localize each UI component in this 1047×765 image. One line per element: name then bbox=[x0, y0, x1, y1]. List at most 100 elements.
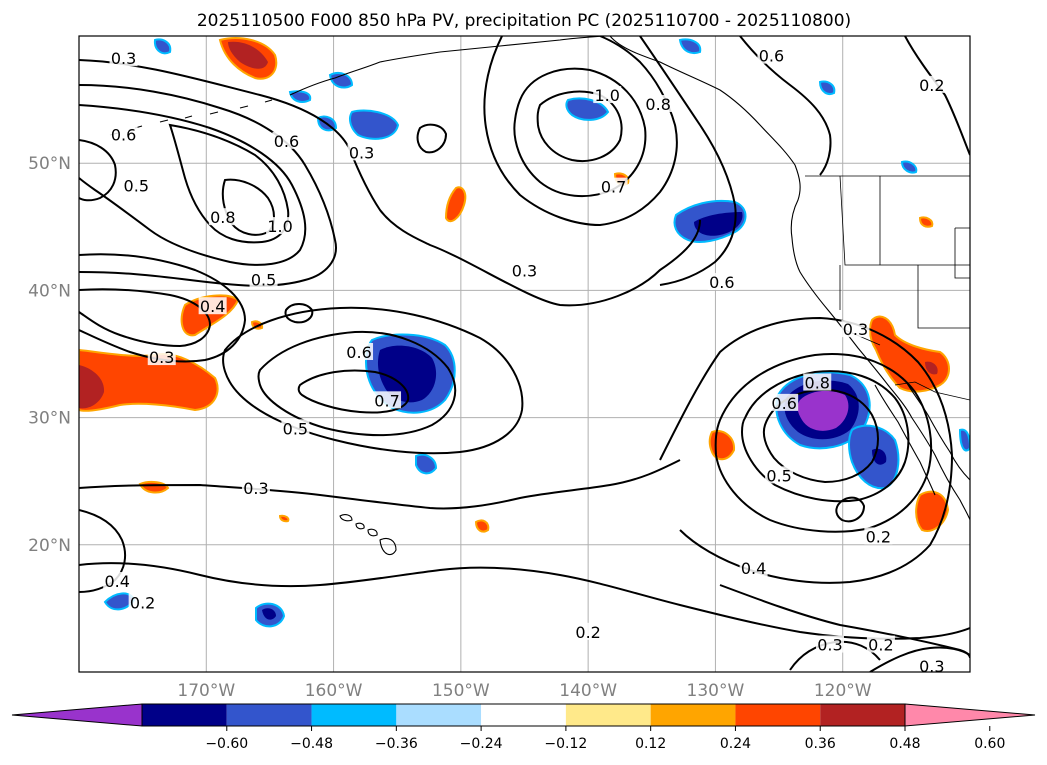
longitude-tick-label: 170°W bbox=[177, 681, 235, 701]
contour-label: 0.3 bbox=[919, 657, 944, 676]
contour-label-halo bbox=[103, 571, 132, 589]
contour-label: 0.6 bbox=[709, 273, 734, 292]
pv-contour-0.2-southeast bbox=[869, 646, 970, 672]
contour-label-halo bbox=[739, 559, 768, 577]
pv-contour-small-closed bbox=[835, 496, 866, 523]
precip-positive-region bbox=[278, 514, 290, 523]
contour-label: 0.4 bbox=[741, 559, 766, 578]
longitude-labels: 170°W 160°W 150°W 140°W 130°W 120°W bbox=[177, 681, 871, 701]
colorbar-extend-low bbox=[11, 703, 143, 727]
us-state-borders bbox=[839, 175, 970, 346]
contour-label: 1.0 bbox=[595, 86, 620, 105]
pv-contour-north-center bbox=[483, 36, 678, 227]
colorbar-segment bbox=[142, 704, 227, 726]
contour-label: 0.3 bbox=[512, 262, 537, 281]
contour-label-halo bbox=[924, 12, 952, 29]
contour-label-halo bbox=[122, 176, 151, 194]
latitude-tick-label: 40°N bbox=[28, 281, 71, 301]
pv-contour-0.4-eastern bbox=[659, 316, 954, 584]
contour-label-halo bbox=[707, 273, 736, 291]
pv-contour-0.8-northwest bbox=[168, 123, 290, 244]
colorbar-tick-label: 0.24 bbox=[720, 736, 751, 752]
contour-label: 0.2 bbox=[130, 594, 155, 613]
pv-contour-southwest bbox=[79, 509, 127, 593]
contour-label-halo bbox=[599, 177, 628, 195]
precip-negative-region bbox=[415, 453, 438, 475]
contour-label-halo bbox=[109, 49, 138, 67]
pv-contour-west-0.3 bbox=[79, 253, 247, 363]
contour-label: 0.3 bbox=[843, 320, 868, 339]
contour-labels: 0.3 0.6 0.5 0.8 1.0 0.6 0.3 0.5 0.4 0.3 0.6 0.7 0.5 0… bbox=[103, 12, 952, 676]
pv-contour-0.6-eastern-low bbox=[740, 370, 910, 503]
longitude-tick-label: 150°W bbox=[432, 681, 490, 701]
contour-label-halo bbox=[373, 391, 402, 409]
contour-label-halo bbox=[593, 86, 622, 104]
precip-positive-region bbox=[444, 186, 467, 223]
contour-label-halo bbox=[841, 320, 870, 338]
pv-contour-0.5-central bbox=[222, 306, 524, 455]
colorbar-tick-label: −0.48 bbox=[290, 736, 333, 752]
colorbar-segment bbox=[650, 704, 736, 726]
pv-contour-pacific-nw bbox=[639, 36, 737, 286]
precip-negative-region bbox=[900, 160, 918, 174]
contour-label-halo bbox=[510, 261, 539, 279]
contour-label-halo bbox=[266, 217, 295, 235]
colorbar-segment bbox=[735, 704, 821, 726]
contour-label: 0.3 bbox=[111, 49, 136, 68]
precip-negative-region bbox=[349, 109, 400, 140]
coastlines bbox=[109, 36, 970, 556]
pv-contour-small-closed bbox=[416, 123, 448, 154]
contour-label-halo bbox=[345, 343, 374, 360]
contour-label-halo bbox=[644, 94, 673, 112]
contour-label-halo bbox=[198, 297, 227, 315]
colorbar-tick-label: 0.60 bbox=[974, 736, 1005, 752]
hawaiian-islands bbox=[339, 514, 397, 556]
gulf-of-california-coastline bbox=[904, 379, 970, 481]
contour-label-halo bbox=[866, 635, 895, 653]
contour-label: 0.7 bbox=[374, 391, 399, 410]
contour-label: 0.7 bbox=[601, 178, 626, 197]
contour-label-halo bbox=[147, 348, 176, 366]
precip-shading bbox=[79, 37, 970, 628]
longitude-tick-label: 120°W bbox=[814, 681, 872, 701]
contour-label: 0.3 bbox=[149, 348, 174, 367]
precip-negative-region bbox=[958, 428, 970, 452]
precip-strong-negative-region bbox=[377, 345, 437, 403]
colorbar-tick-label: −0.60 bbox=[205, 736, 248, 752]
contour-label-halo bbox=[109, 125, 138, 143]
contour-label: 1.0 bbox=[267, 217, 292, 236]
colorbar-extend-high bbox=[904, 703, 1036, 727]
precip-negative-region bbox=[565, 97, 610, 121]
colorbar-tick-label: −0.36 bbox=[375, 736, 418, 752]
map-panel: 0.3 0.6 0.5 0.8 1.0 0.6 0.3 0.5 0.4 0.3 0.6 0.7 0.5 0… bbox=[28, 12, 971, 701]
contour-label-halo bbox=[128, 593, 157, 611]
pv-contour-0.5-eastern-low bbox=[714, 353, 933, 533]
pv-contour-0.3-central bbox=[79, 459, 681, 510]
pv-contour-0.6-central bbox=[257, 330, 457, 437]
longitude-tick-label: 130°W bbox=[687, 681, 745, 701]
contour-label: 0.3 bbox=[243, 479, 268, 498]
contour-label-halo bbox=[347, 143, 376, 161]
contour-label-halo bbox=[803, 373, 832, 391]
pv-contour-small-closed bbox=[284, 303, 314, 324]
contour-label: 0.8 bbox=[645, 95, 670, 114]
contour-label: 0.5 bbox=[766, 466, 791, 485]
precip-strong-negative-region bbox=[262, 608, 276, 620]
pv-contour-0.7-central bbox=[297, 369, 410, 414]
pv-contour-northwest-closed bbox=[79, 139, 117, 202]
contour-label-halo bbox=[757, 46, 786, 64]
contour-label: 0.5 bbox=[124, 176, 149, 195]
north-america-coastline bbox=[609, 36, 970, 522]
pv-contour-northeast bbox=[904, 36, 970, 156]
precip-strong-region bbox=[79, 365, 105, 409]
pv-contour-1.0-north-center bbox=[536, 90, 623, 162]
contour-label-halo bbox=[574, 622, 603, 640]
contour-label-halo bbox=[765, 466, 794, 484]
contour-label: 0.8 bbox=[210, 208, 235, 227]
precip-positive-region bbox=[915, 490, 950, 532]
precip-negative-region bbox=[328, 72, 354, 89]
contour-label-halo bbox=[272, 131, 301, 149]
contour-label-halo bbox=[208, 208, 237, 226]
contour-label: 0.6 bbox=[346, 343, 371, 362]
contour-label: 0.2 bbox=[866, 527, 891, 546]
